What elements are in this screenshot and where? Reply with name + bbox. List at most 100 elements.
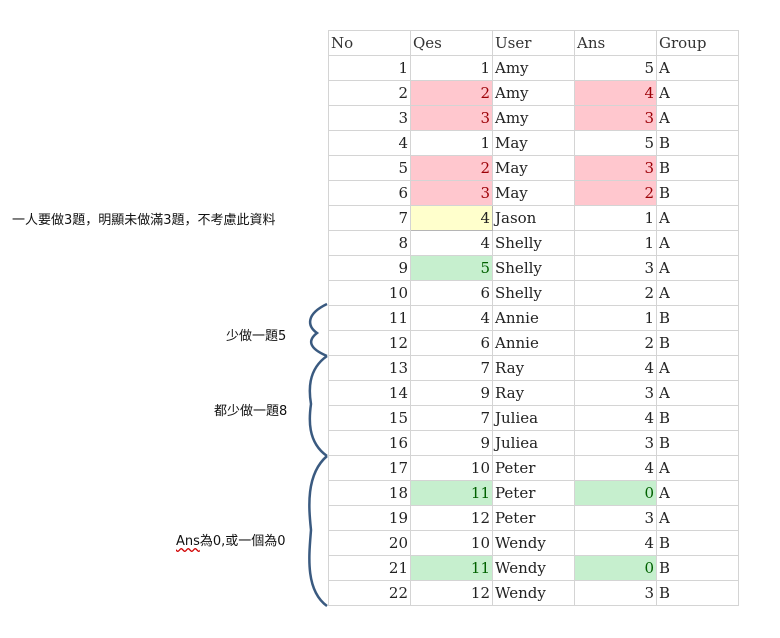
cell-ans[interactable]: 3 [574,580,657,606]
cell-ans[interactable]: 2 [574,180,657,206]
cell-group[interactable]: B [656,155,739,181]
header-cell-ans[interactable]: Ans [574,30,657,56]
cell-no[interactable]: 11 [328,305,411,331]
cell-qes[interactable]: 3 [410,105,493,131]
cell-qes[interactable]: 1 [410,55,493,81]
cell-qes[interactable]: 4 [410,205,493,231]
cell-ans[interactable]: 3 [574,155,657,181]
header-cell-group[interactable]: Group [656,30,739,56]
brace-peter-wendy [308,455,328,608]
cell-no[interactable]: 21 [328,555,411,581]
cell-qes[interactable]: 4 [410,305,493,331]
note-ans-zero-rest: 為0,或一個為0 [199,534,286,549]
cell-qes[interactable]: 7 [410,405,493,431]
cell-no[interactable]: 18 [328,480,411,506]
table-row: 4 1 May 5 B [328,130,739,156]
cell-user[interactable]: Shelly [492,230,575,256]
cell-group[interactable]: A [656,505,739,531]
cell-qes[interactable]: 2 [410,155,493,181]
cell-ans[interactable]: 1 [574,205,657,231]
cell-group[interactable]: A [656,55,739,81]
cell-ans[interactable]: 0 [574,555,657,581]
cell-user[interactable]: Ray [492,380,575,406]
cell-group[interactable]: B [656,430,739,456]
table-row: 16 9 Juliea 3 B [328,430,739,456]
cell-group[interactable]: B [656,405,739,431]
cell-qes[interactable]: 6 [410,330,493,356]
cell-user[interactable]: Amy [492,55,575,81]
cell-ans[interactable]: 5 [574,55,657,81]
cell-group[interactable]: A [656,380,739,406]
cell-user[interactable]: Shelly [492,255,575,281]
cell-user[interactable]: Juliea [492,430,575,456]
cell-no[interactable]: 4 [328,130,411,156]
cell-group[interactable]: B [656,130,739,156]
cell-ans[interactable]: 0 [574,480,657,506]
cell-group[interactable]: A [656,455,739,481]
table-row: 22 12 Wendy 3 B [328,580,739,606]
cell-user[interactable]: Wendy [492,530,575,556]
header-row: No Qes User Ans Group [328,30,739,56]
cell-no[interactable]: 8 [328,230,411,256]
cell-user[interactable]: Amy [492,80,575,106]
cell-qes[interactable]: 11 [410,480,493,506]
cell-qes[interactable]: 3 [410,180,493,206]
cell-qes[interactable]: 12 [410,505,493,531]
cell-ans[interactable]: 4 [574,530,657,556]
cell-ans[interactable]: 3 [574,105,657,131]
table-row: 18 11 Peter 0 A [328,480,739,506]
cell-group[interactable]: B [656,555,739,581]
cell-no[interactable]: 5 [328,155,411,181]
cell-no[interactable]: 12 [328,330,411,356]
header-cell-qes[interactable]: Qes [410,30,493,56]
cell-no[interactable]: 10 [328,280,411,306]
cell-no[interactable]: 13 [328,355,411,381]
cell-no[interactable]: 9 [328,255,411,281]
header-cell-no[interactable]: No [328,30,411,56]
cell-user[interactable]: Ray [492,355,575,381]
note-annie-missing: 少做一題5 [226,329,287,344]
cell-qes[interactable]: 12 [410,580,493,606]
table-row: 5 2 May 3 B [328,155,739,181]
cell-user[interactable]: Amy [492,105,575,131]
note-ray-juliea-missing: 都少做一題8 [214,404,288,419]
table-row: 11 4 Annie 1 B [328,305,739,331]
table-row: 13 7 Ray 4 A [328,355,739,381]
cell-ans[interactable]: 3 [574,380,657,406]
table-row: 1 1 Amy 5 A [328,55,739,81]
cell-user[interactable]: May [492,130,575,156]
cell-qes[interactable]: 11 [410,555,493,581]
cell-group[interactable]: A [656,255,739,281]
note-ans-zero: Ans為0,或一個為0 [176,530,286,549]
cell-group[interactable]: B [656,580,739,606]
cell-qes[interactable]: 10 [410,455,493,481]
brace-annie [308,302,328,358]
cell-ans[interactable]: 2 [574,330,657,356]
cell-ans[interactable]: 3 [574,505,657,531]
cell-user[interactable]: Peter [492,455,575,481]
note-ans-zero-prefix: Ans [176,534,200,549]
cell-user[interactable]: Annie [492,330,575,356]
table-row: 9 5 Shelly 3 A [328,255,739,281]
table-row: 12 6 Annie 2 B [328,330,739,356]
table-row: 15 7 Juliea 4 B [328,405,739,431]
table-row: 2 2 Amy 4 A [328,80,739,106]
cell-qes[interactable]: 4 [410,230,493,256]
table-row: 7 4 Jason 1 A [328,205,739,231]
table-row: 3 3 Amy 3 A [328,105,739,131]
cell-user[interactable]: Shelly [492,280,575,306]
cell-group[interactable]: A [656,80,739,106]
table-row: 6 3 May 2 B [328,180,739,206]
cell-qes[interactable]: 2 [410,80,493,106]
table-row: 21 11 Wendy 0 B [328,555,739,581]
cell-ans[interactable]: 5 [574,130,657,156]
cell-no[interactable]: 7 [328,205,411,231]
cell-qes[interactable]: 5 [410,255,493,281]
cell-no[interactable]: 20 [328,530,411,556]
cell-user[interactable]: Wendy [492,580,575,606]
cell-ans[interactable]: 4 [574,355,657,381]
cell-user[interactable]: Peter [492,505,575,531]
cell-no[interactable]: 15 [328,405,411,431]
cell-no[interactable]: 3 [328,105,411,131]
